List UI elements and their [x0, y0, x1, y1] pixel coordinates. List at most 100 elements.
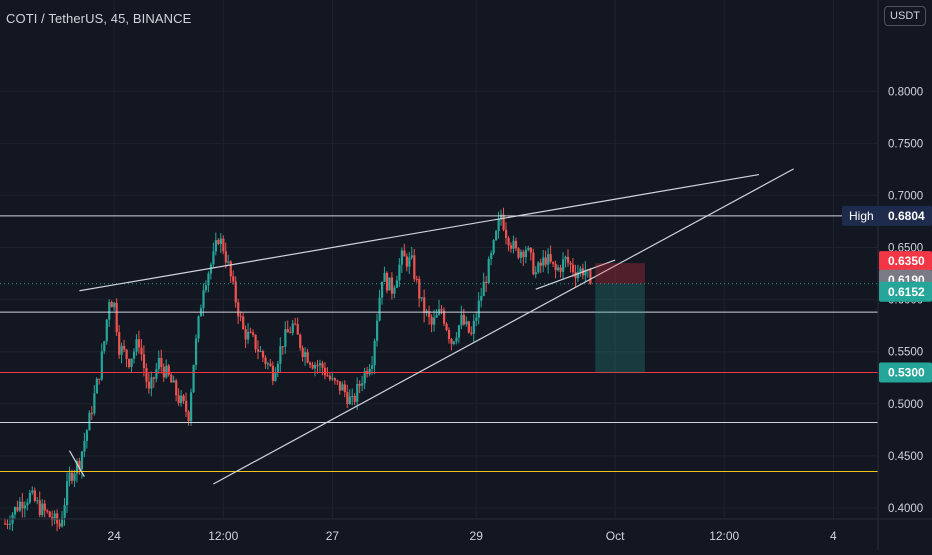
candle: [194, 334, 198, 371]
candle: [113, 301, 116, 312]
candle: [584, 261, 587, 283]
candle: [462, 308, 466, 326]
candle-body: [524, 249, 528, 258]
candle: [6, 519, 9, 530]
candle: [279, 337, 282, 372]
candle: [430, 314, 433, 333]
candle: [286, 320, 289, 333]
candle: [358, 380, 361, 394]
candle-body: [207, 273, 210, 286]
candle: [557, 264, 560, 272]
candle-body: [584, 269, 587, 276]
price-label-bg: [879, 281, 932, 302]
candle-body: [361, 383, 364, 386]
candle-body: [232, 276, 235, 282]
candle-body: [212, 251, 215, 265]
candle-body: [36, 500, 39, 502]
candle: [266, 361, 270, 370]
price-label-value: 0.6152: [888, 285, 925, 299]
candle-body: [373, 340, 376, 366]
candle-body: [348, 396, 351, 405]
candle: [504, 222, 508, 245]
candle: [252, 329, 255, 338]
candle-body: [447, 329, 451, 340]
candle: [212, 242, 215, 269]
x-tick-label: 24: [107, 529, 121, 543]
candle-body: [527, 247, 530, 250]
symbol-title: COTI / TetherUS, 45, BINANCE: [6, 11, 192, 26]
candle-body: [405, 256, 408, 267]
candle: [487, 256, 490, 284]
candle-body: [209, 264, 213, 274]
candle: [368, 364, 371, 377]
candle: [172, 375, 175, 383]
candle-body: [460, 314, 463, 326]
candle-body: [336, 380, 339, 382]
candle: [333, 377, 337, 385]
price-label-value: 0.6804: [888, 209, 925, 223]
candle-body: [21, 501, 24, 509]
currency-button[interactable]: USDT: [884, 6, 926, 26]
y-tick-label: 0.7000: [888, 190, 923, 202]
candle: [41, 499, 44, 518]
candle-body: [467, 321, 470, 333]
candle-body: [142, 354, 146, 369]
candle: [197, 315, 200, 343]
candle: [442, 307, 446, 327]
candle-body: [75, 461, 79, 474]
candle-body: [160, 357, 163, 367]
candle: [378, 289, 381, 322]
take-profit-zone: [595, 283, 645, 373]
candle-body: [470, 332, 473, 334]
candle: [507, 236, 510, 252]
candle-body: [202, 290, 205, 309]
candle: [46, 509, 49, 514]
candle-body: [140, 347, 143, 355]
candle: [289, 326, 292, 334]
candle-body: [266, 363, 270, 365]
x-tick-label: 12:00: [208, 529, 238, 543]
candle: [242, 312, 245, 330]
candle: [264, 355, 267, 369]
trendline: [535, 259, 616, 290]
candle-body: [495, 231, 498, 241]
candle: [23, 501, 27, 518]
price-label-bg: [879, 251, 932, 272]
candle-body: [217, 240, 220, 244]
candle: [177, 388, 180, 406]
candle-body: [137, 339, 141, 348]
y-tick-label: 0.5000: [888, 399, 923, 411]
candle-body: [175, 380, 178, 396]
candle-body: [43, 503, 46, 511]
candle: [53, 510, 56, 525]
candle-body: [363, 371, 366, 384]
candle-body: [462, 314, 466, 325]
candle-body: [197, 316, 200, 339]
candle-body: [150, 377, 153, 389]
candle: [566, 249, 570, 267]
candle: [199, 304, 203, 317]
candle: [323, 362, 327, 380]
candle-body: [517, 248, 520, 258]
candle: [217, 238, 220, 246]
candle: [93, 385, 96, 416]
candle: [420, 297, 423, 302]
candle-body: [56, 513, 59, 524]
candle: [428, 305, 431, 325]
candle-body: [284, 329, 287, 347]
candle-body: [316, 364, 319, 366]
candle-body: [477, 300, 480, 318]
candle-body: [180, 395, 183, 404]
candle-body: [229, 261, 232, 277]
candle-body: [269, 363, 272, 366]
candle: [338, 381, 342, 395]
candle-body: [4, 523, 7, 525]
candle-body: [311, 364, 314, 369]
x-tick-label: 12:00: [709, 529, 739, 543]
candle: [495, 229, 498, 242]
candle-body: [125, 349, 128, 359]
candle-body: [500, 214, 503, 220]
candle-body: [289, 332, 292, 334]
